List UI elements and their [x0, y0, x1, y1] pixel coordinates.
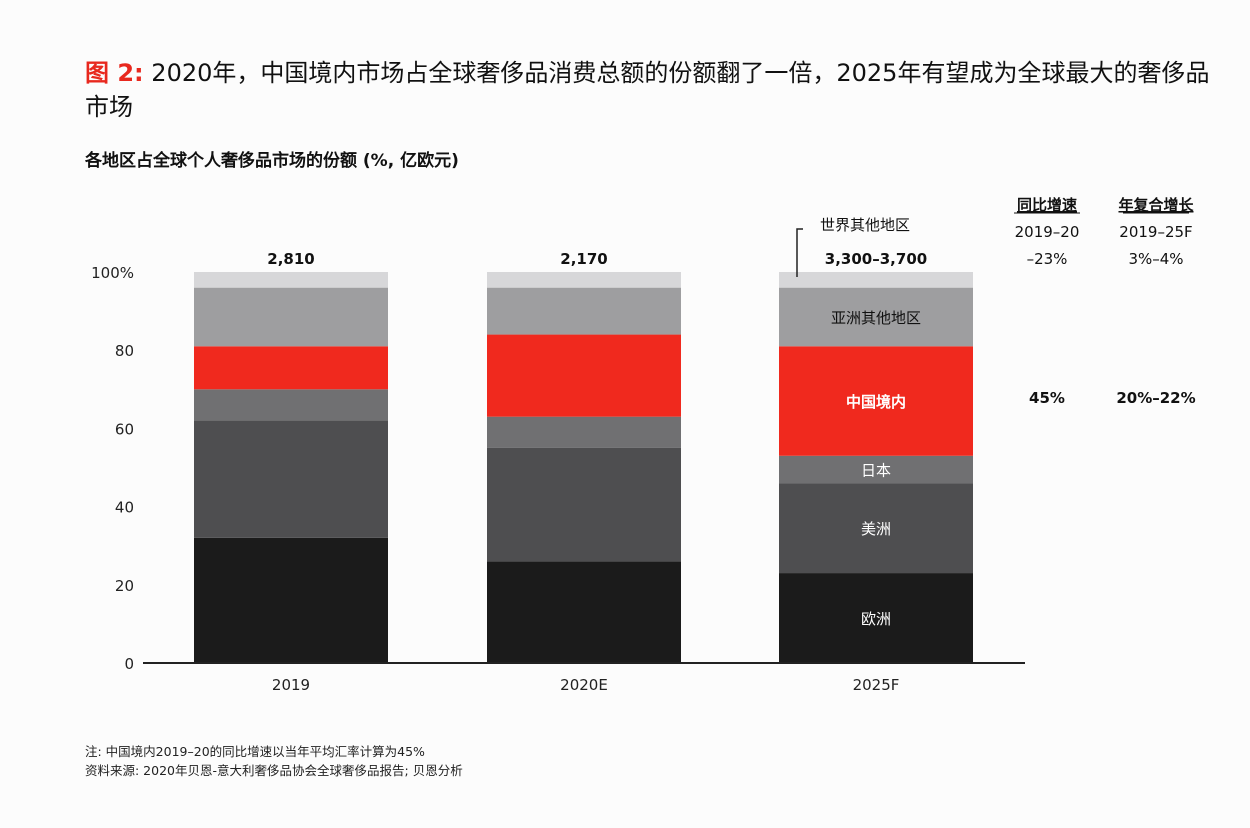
bar-segment — [779, 455, 973, 484]
bar-segment — [194, 346, 388, 390]
callout-line — [796, 228, 803, 277]
total-growth-value: –23% — [1027, 250, 1068, 268]
bar-segment — [487, 287, 681, 335]
growth-table-header: 同比增速 — [1017, 196, 1077, 214]
bar-segment — [194, 537, 388, 663]
x-tick-label: 2019 — [272, 676, 310, 694]
y-tick-label: 20 — [115, 577, 134, 595]
bar-segment — [194, 389, 388, 421]
figure-title-text: 2020年，中国境内市场占全球奢侈品消费总额的份额翻了一倍，2025年有望成为全… — [85, 59, 1210, 121]
y-tick-label: 60 — [115, 420, 134, 438]
bar-total-label: 2,810 — [267, 250, 314, 268]
bar-segment — [779, 287, 973, 347]
bar-segment — [779, 483, 973, 574]
y-tick-label: 100% — [91, 264, 134, 282]
bar-segment — [194, 420, 388, 538]
bar-segment — [487, 334, 681, 417]
rest-of-world-label: 世界其他地区 — [820, 216, 910, 234]
growth-period: 2019–25F — [1119, 223, 1192, 241]
bar-segment — [779, 346, 973, 456]
figure-number: 图 2: — [85, 59, 144, 87]
bar-total-label: 2,170 — [560, 250, 607, 268]
segment-label: 美洲 — [861, 520, 891, 538]
bar-segment — [487, 272, 681, 288]
bar-segment — [194, 287, 388, 347]
segment-label: 亚洲其他地区 — [831, 309, 921, 327]
bar-total-label: 3,300–3,700 — [825, 250, 927, 268]
china-growth-value: 20%–22% — [1116, 389, 1195, 407]
footnote: 注: 中国境内2019–20的同比增速以当年平均汇率计算为45% — [85, 744, 425, 759]
growth-table-header: 年复合增长 — [1118, 196, 1194, 214]
figure-title: 图 2: 2020年，中国境内市场占全球奢侈品消费总额的份额翻了一倍，2025年… — [85, 56, 1225, 124]
x-tick-label: 2020E — [560, 676, 608, 694]
growth-period: 2019–20 — [1015, 223, 1080, 241]
x-tick-label: 2025F — [853, 676, 900, 694]
y-tick-label: 40 — [115, 499, 134, 517]
segment-label: 日本 — [861, 461, 891, 479]
y-tick-label: 0 — [124, 655, 134, 673]
bar-segment — [487, 561, 681, 663]
china-growth-value: 45% — [1029, 389, 1065, 407]
chart-title: 各地区占全球个人奢侈品市场的份额 (%, 亿欧元) — [85, 151, 459, 171]
bar-segment — [194, 272, 388, 288]
y-tick-label: 80 — [115, 342, 134, 360]
bar-segment — [779, 272, 973, 288]
total-growth-value: 3%–4% — [1128, 250, 1183, 268]
source-note: 资料来源: 2020年贝恩-意大利奢侈品协会全球奢侈品报告; 贝恩分析 — [85, 763, 463, 778]
segment-label: 中国境内 — [846, 393, 906, 411]
bar-segment — [779, 573, 973, 663]
bar-segment — [487, 447, 681, 562]
segment-label: 欧洲 — [861, 610, 891, 628]
bar-segment — [487, 416, 681, 448]
